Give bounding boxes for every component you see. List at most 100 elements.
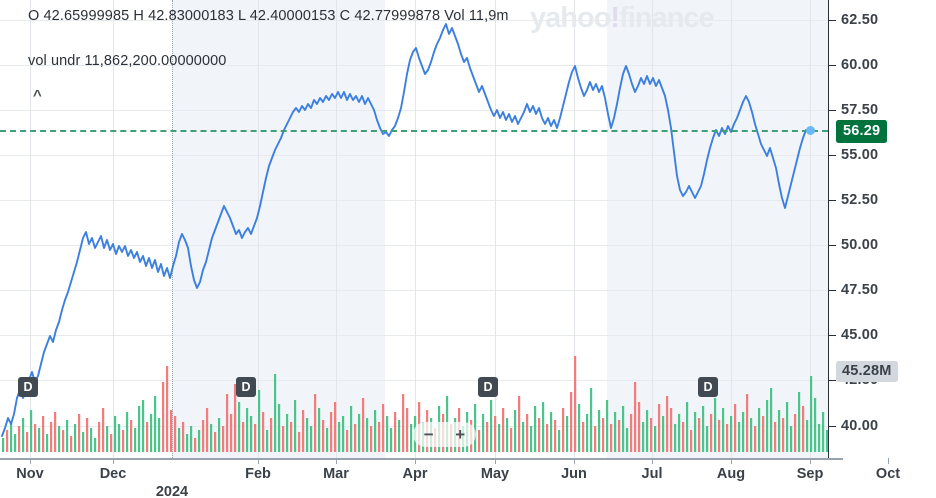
volume-bar [410,424,413,452]
watermark-post: finance [619,2,715,34]
volume-bar [782,418,785,452]
volume-bar [246,408,249,452]
volume-bar [38,428,41,452]
zoom-out-button[interactable]: − [423,425,434,444]
x-axis-label: Oct [875,466,901,482]
volume-bar [350,406,353,452]
dividend-marker[interactable]: D [236,377,256,397]
gridline-vertical [495,0,496,458]
volume-bar [134,428,137,452]
volume-bar [62,430,65,452]
gridline-horizontal [0,245,828,247]
volume-bar [562,408,565,452]
volume-bar [578,404,581,452]
gridline-horizontal [0,200,828,202]
volume-bar [218,418,221,452]
dividend-marker[interactable]: D [698,377,718,397]
yahoo-finance-watermark: yahoo!finance [530,2,715,35]
last-price-dashed-line [0,130,828,132]
gridline-vertical [258,0,259,458]
volume-bar [214,432,217,452]
volume-bar [694,412,697,452]
volume-bar [226,394,229,452]
y-axis-label: 55.00 [841,147,879,164]
volume-bar [90,428,93,452]
x-axis-year-label: 2024 [155,484,189,498]
x-axis-label: Aug [716,466,746,482]
volume-bar [310,426,313,452]
volume-bar [754,426,757,452]
price-line-path [1,23,807,437]
volume-bar [146,422,149,452]
volume-bar [194,438,197,452]
volume-under-readout: vol undr 11,862,200.00000000 [28,53,227,69]
volume-bar [614,412,617,452]
volume-bar [290,422,293,452]
gridline-vertical [810,0,811,458]
chevron-up-icon[interactable]: ^ [33,87,42,104]
volume-bar [82,432,85,452]
y-axis-label: 60.00 [841,56,879,73]
volume-bar [710,414,713,452]
price-axis[interactable]: 62.50 60.00 57.50 55.00 52.50 50.00 47.50 45.00… [828,0,936,458]
x-axis-label: Sep [796,466,824,482]
gridline-horizontal [0,64,828,66]
volume-bar [586,414,589,452]
volume-bar [530,426,533,452]
volume-bar [6,430,9,452]
volume-bar [210,424,213,452]
zoom-in-button[interactable]: + [455,425,466,444]
volume-bar [398,420,401,452]
volume-bar [802,406,805,452]
x-axis-tick [113,458,114,464]
volume-bar [790,426,793,452]
y-axis-tick [829,155,836,157]
volume-bar [186,434,189,452]
volume-bar [326,428,329,452]
volume-bar [278,404,281,452]
zoom-controls[interactable]: − + [413,422,476,447]
volume-bar [170,410,173,452]
volume-bar [606,400,609,452]
volume-bar [814,398,817,452]
x-axis-label: Dec [99,466,127,482]
volume-bar [78,414,81,452]
volume-bar [58,426,61,452]
volume-bar [282,426,285,452]
volume-bar [678,414,681,452]
dividend-marker[interactable]: D [478,377,498,397]
volume-bar [34,424,37,452]
volume-bar [370,426,373,452]
gridline-vertical [30,0,31,458]
volume-bar [250,416,253,452]
x-axis-label: Feb [245,466,271,482]
gridline-vertical [113,0,114,458]
volume-bar [138,406,141,452]
volume-bar [394,412,397,452]
volume-bar [778,410,781,452]
volume-bar [738,422,741,452]
volume-bar [742,412,745,452]
volume-bar [730,416,733,452]
dividend-marker[interactable]: D [18,377,38,397]
volume-bar [630,414,633,452]
volume-bar [654,426,657,452]
volume-bar [726,424,729,452]
date-axis[interactable]: Nov Dec Feb Mar Apr May Jun Jul Aug Sep Oct 2024 [0,458,936,498]
volume-bar [286,414,289,452]
volume-bar [386,416,389,452]
volume-bar [26,432,29,452]
volume-bar [670,408,673,452]
volume-bar [622,406,625,452]
x-axis-label: Jun [561,466,587,482]
volume-bar [222,426,225,452]
gridline-horizontal [0,155,828,157]
x-axis-tick [30,458,31,464]
y-axis-label: 40.00 [841,417,879,434]
volume-bar [746,394,749,452]
volume-bar [110,434,113,452]
volume-bar [86,418,89,452]
volume-bar [30,410,33,452]
last-price-badge: 56.29 [836,120,888,143]
